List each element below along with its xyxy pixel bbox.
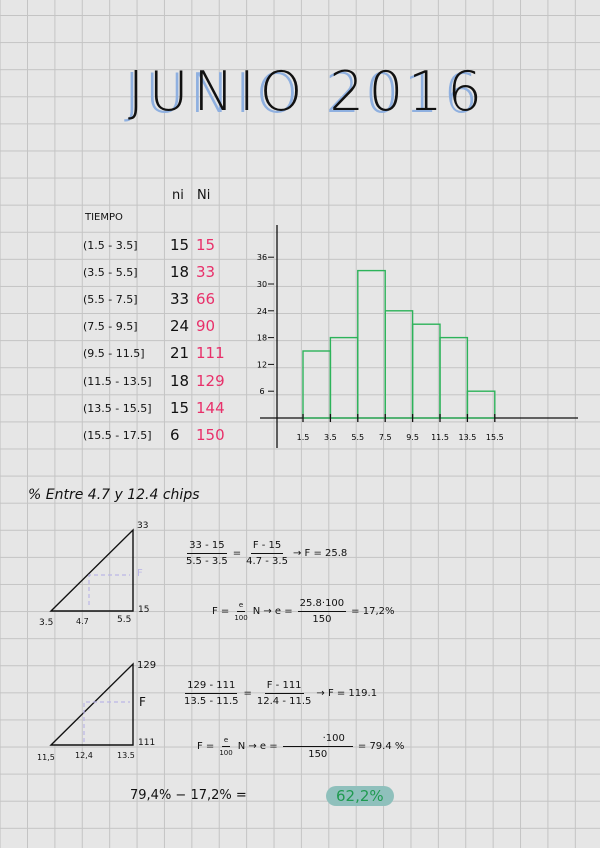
interpolation-guide-1 xyxy=(88,574,130,605)
table-cell-interval: (13.5 - 15.5] xyxy=(83,401,152,415)
table-cell-ni: 24 xyxy=(170,317,190,336)
mid: N → e = xyxy=(237,741,278,752)
lhs: F = xyxy=(197,741,215,752)
histogram-bar xyxy=(329,336,359,419)
table-cell-Ni: 15 xyxy=(196,236,216,254)
num: e xyxy=(236,601,246,612)
tri2-br: 111 xyxy=(138,738,156,748)
histogram-bar xyxy=(357,269,386,419)
num: F - 111 xyxy=(264,680,304,694)
y-tick-label: 12 xyxy=(257,360,267,369)
den: 150 xyxy=(312,614,332,625)
table-cell-interval: (9.5 - 11.5] xyxy=(83,347,145,361)
y-tick-label: 18 xyxy=(257,334,267,343)
table-cell-ni: 15 xyxy=(170,398,190,417)
num: 129 - 111 xyxy=(185,680,238,694)
tri2-x-left: 11,5 xyxy=(37,753,55,762)
equals: = xyxy=(243,688,252,699)
table-cell-Ni: 33 xyxy=(196,263,216,282)
table-cell-interval: (3.5 - 5.5] xyxy=(83,266,138,280)
histogram-bar xyxy=(466,390,496,419)
den: 13.5 - 11.5 xyxy=(184,696,239,707)
table-cell-ni: 6 xyxy=(170,425,180,444)
page-title: JUNIO 2016 xyxy=(128,60,487,123)
tri2-top: 129 xyxy=(137,660,157,671)
section-heading: % Entre 4.7 y 12.4 chips xyxy=(28,487,200,503)
histogram-bar xyxy=(439,336,469,419)
x-tick-label: 3.5 xyxy=(324,433,337,442)
table-cell-interval: (15.5 - 17.5] xyxy=(83,428,152,442)
den: 100 xyxy=(219,749,233,757)
lhs: F = xyxy=(212,606,230,617)
table-cell-interval: (5.5 - 7.5] xyxy=(83,293,138,307)
den: 100 xyxy=(234,614,248,622)
table-cell-ni: 15 xyxy=(170,236,190,254)
result: → F = 25.8 xyxy=(292,548,348,559)
table-cell-Ni: 66 xyxy=(196,290,216,309)
table-cell-ni: 18 xyxy=(170,263,190,282)
histogram-bar xyxy=(302,350,332,419)
histogram-bar xyxy=(411,323,441,419)
table-cell-Ni: 90 xyxy=(196,317,216,336)
num: e xyxy=(221,736,231,747)
x-tick-label: 13.5 xyxy=(458,433,476,442)
tri1-top: 33 xyxy=(137,521,149,531)
table-cell-ni: 18 xyxy=(170,371,190,390)
header-tiempo: TIEMPO xyxy=(85,212,123,223)
header-ni: ni xyxy=(172,188,184,203)
triangle-1 xyxy=(49,528,134,612)
histogram-bar xyxy=(384,310,414,419)
y-tick-label: 36 xyxy=(257,253,267,262)
y-tick-label: 24 xyxy=(257,307,267,316)
equation-1a: 33 - 15 5.5 - 3.5 = F - 15 4.7 - 3.5 → F =… xyxy=(186,540,347,567)
num: ·100 xyxy=(282,733,353,747)
tri2-x-mid: 12,4 xyxy=(75,751,93,760)
x-tick-label: 7.5 xyxy=(379,433,392,442)
result: → F = 119.1 xyxy=(316,688,378,699)
x-tick-label: 11.5 xyxy=(431,433,449,442)
tri1-x-left: 3.5 xyxy=(39,618,54,628)
x-tick-label: 5.5 xyxy=(351,433,364,442)
tri1-f: F xyxy=(137,568,143,579)
den: 12.4 - 11.5 xyxy=(256,696,312,707)
final-result: 62,2% xyxy=(326,786,394,806)
final-expression: 79,4% − 17,2% = xyxy=(130,788,247,803)
tri2-f: F xyxy=(139,695,146,709)
interpolation-guide-2 xyxy=(83,701,130,742)
table-cell-Ni: 129 xyxy=(196,371,225,390)
tri1-x-right: 5.5 xyxy=(117,615,132,625)
table-cell-Ni: 144 xyxy=(196,398,225,417)
table-cell-interval: (11.5 - 13.5] xyxy=(83,374,152,388)
den: 4.7 - 3.5 xyxy=(246,556,288,567)
table-cell-interval: (7.5 - 9.5] xyxy=(83,320,138,334)
table-cell-interval: (1.5 - 3.5] xyxy=(83,239,138,252)
table-cell-Ni: 111 xyxy=(196,344,225,363)
equals: = xyxy=(232,548,242,559)
x-tick-label: 15.5 xyxy=(486,433,504,442)
table-cell-ni: 21 xyxy=(170,344,190,363)
y-tick-label: 6 xyxy=(259,387,264,396)
tri2-x-right: 13.5 xyxy=(117,751,135,760)
mid: N → e = xyxy=(252,606,293,617)
table-cell-Ni: 150 xyxy=(196,425,225,444)
den: 150 xyxy=(308,749,328,760)
header-Ni: Ni xyxy=(197,188,211,203)
table-cell-ni: 33 xyxy=(170,290,190,309)
result: = 17,2% xyxy=(351,606,395,617)
equation-1b: F = e 100 N → e = 25.8·100 150 = 17,2% xyxy=(212,598,394,625)
num: F - 15 xyxy=(250,540,284,554)
equation-2a: 129 - 111 13.5 - 11.5 = F - 111 12.4 - 11.… xyxy=(184,680,377,707)
result: = 79.4 % xyxy=(357,741,405,752)
den: 5.5 - 3.5 xyxy=(186,556,228,567)
x-tick-label: 9.5 xyxy=(406,433,419,442)
tri1-x-mid: 4.7 xyxy=(76,617,89,626)
equation-2b: F = e 100 N → e = ·100 150 = 79.4 % xyxy=(197,733,404,760)
triangle-2 xyxy=(49,662,134,746)
num: 33 - 15 xyxy=(187,540,227,554)
num: 25.8·100 xyxy=(297,598,347,612)
tri1-br: 15 xyxy=(138,605,150,615)
x-tick-label: 1.5 xyxy=(297,433,310,442)
y-tick-label: 30 xyxy=(257,280,267,289)
